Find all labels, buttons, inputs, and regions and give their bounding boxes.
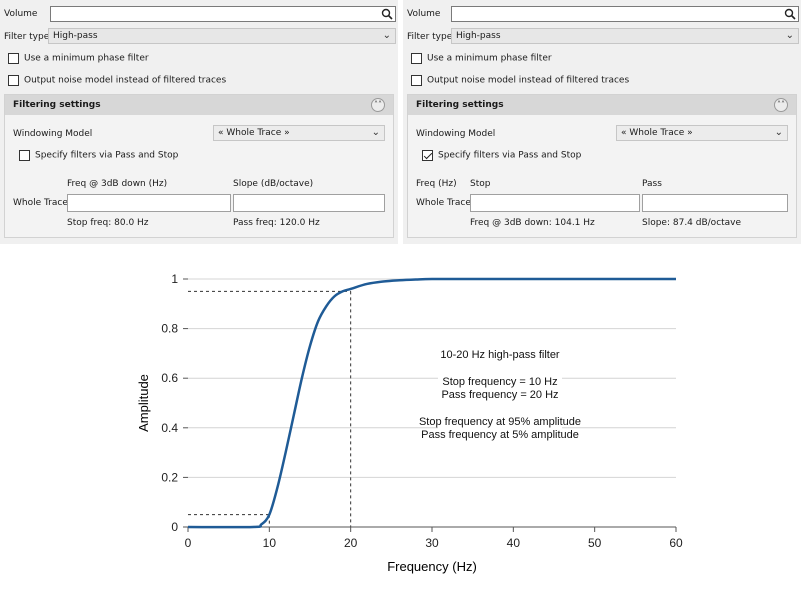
annotation-text: 10-20 Hz high-pass filter: [440, 349, 560, 361]
min-phase-label: Use a minimum phase filter: [24, 53, 149, 64]
x-tick-label: 30: [425, 536, 439, 550]
filtering-settings-group: Filtering settings ˄˄ Windowing Model « …: [4, 94, 394, 238]
pass-freq-readout: Pass freq: 120.0 Hz: [233, 218, 320, 228]
specify-pass-stop-label: Specify filters via Pass and Stop: [35, 150, 179, 161]
double-chevron-up-icon[interactable]: ˄˄: [774, 98, 788, 112]
noise-model-label: Output noise model instead of filtered t…: [24, 75, 227, 86]
stop-header: Stop: [470, 179, 491, 189]
volume-input[interactable]: [50, 6, 396, 22]
volume-label: Volume: [407, 9, 441, 19]
windowing-model-label: Windowing Model: [13, 129, 93, 139]
filtering-settings-header[interactable]: Filtering settings ˄˄: [5, 95, 393, 115]
min-phase-checkbox-row[interactable]: Use a minimum phase filter: [411, 53, 552, 67]
chevron-down-icon: ⌄: [371, 127, 380, 138]
slope-header: Slope (dB/octave): [233, 179, 314, 189]
windowing-model-select[interactable]: « Whole Trace » ⌄: [616, 125, 788, 141]
y-axis-label: Amplitude: [136, 374, 151, 432]
specify-pass-stop-checkbox[interactable]: [422, 150, 433, 161]
filter-panel-right: Volume Filter type High-pass ⌄ Use a min…: [403, 0, 801, 244]
min-phase-checkbox[interactable]: [411, 53, 422, 64]
search-icon[interactable]: [784, 8, 796, 20]
stop-freq-input[interactable]: [470, 194, 640, 212]
filtering-settings-title: Filtering settings: [416, 100, 504, 110]
high-pass-filter-chart: 0 0.2 0.4 0.6 0.8 1 0 10 20 30 40 50 60 Frequency (H…: [120, 258, 700, 588]
chart-svg: 00.20.40.60.810 10 20 30 40 50 60 Frequency (H…: [136, 272, 683, 574]
filter-type-label: Filter type: [4, 32, 50, 42]
x-tick-label: 20: [344, 536, 358, 550]
annotation-text: Pass frequency = 20 Hz: [441, 389, 558, 401]
noise-model-checkbox-row[interactable]: Output noise model instead of filtered t…: [8, 75, 226, 89]
chevron-down-icon: ⌄: [382, 30, 391, 41]
chevron-down-icon: ⌄: [774, 127, 783, 138]
annotation-text: Stop frequency at 95% amplitude: [419, 416, 581, 428]
volume-input[interactable]: [451, 6, 799, 22]
filter-type-select[interactable]: High-pass ⌄: [451, 28, 799, 44]
min-phase-checkbox[interactable]: [8, 53, 19, 64]
pass-header: Pass: [642, 179, 662, 189]
min-phase-checkbox-row[interactable]: Use a minimum phase filter: [8, 53, 149, 67]
freq-3db-header: Freq @ 3dB down (Hz): [67, 179, 168, 189]
y-tick-label: 0.8: [161, 322, 178, 336]
freq-3db-input[interactable]: [67, 194, 231, 212]
annotation-text: Pass frequency at 5% amplitude: [421, 429, 579, 441]
slope-input[interactable]: [233, 194, 385, 212]
volume-label: Volume: [4, 9, 38, 19]
specify-pass-stop-label: Specify filters via Pass and Stop: [438, 150, 582, 161]
windowing-model-value: « Whole Trace »: [218, 128, 290, 138]
annotation-box: [438, 342, 562, 442]
x-tick-label: 50: [588, 536, 602, 550]
amplitude-series-line: [187, 277, 676, 529]
annotation-text: Stop frequency = 10 Hz: [442, 376, 557, 388]
x-axis-label: Frequency (Hz): [387, 559, 477, 574]
filter-panel-left: Volume Filter type High-pass ⌄ Use a min…: [0, 0, 398, 244]
x-tick-label: 60: [669, 536, 683, 550]
pass-freq-input[interactable]: [642, 194, 788, 212]
filtering-settings-header[interactable]: Filtering settings ˄˄: [408, 95, 796, 115]
filter-type-value: High-pass: [456, 31, 501, 41]
double-chevron-up-icon[interactable]: ˄˄: [371, 98, 385, 112]
windowing-model-value: « Whole Trace »: [621, 128, 693, 138]
search-icon[interactable]: [381, 8, 393, 20]
x-tick-label: 40: [507, 536, 521, 550]
x-tick-label: 0: [185, 536, 192, 550]
y-tick-label: 0.2: [161, 470, 178, 484]
filter-type-value: High-pass: [53, 31, 98, 41]
freq-hz-header: Freq (Hz): [416, 179, 457, 189]
specify-pass-stop-row[interactable]: Specify filters via Pass and Stop: [19, 150, 178, 164]
chart-axes: 00.20.40.60.810 10 20 30 40 50 60: [161, 272, 683, 550]
chart-grid: [188, 278, 676, 478]
whole-trace-label: Whole Trace: [13, 198, 68, 208]
windowing-model-label: Windowing Model: [416, 129, 496, 139]
y-tick-label: 0.4: [161, 421, 178, 435]
filter-type-select[interactable]: High-pass ⌄: [48, 28, 396, 44]
reference-lines: [188, 290, 352, 527]
chevron-down-icon: ⌄: [785, 30, 794, 41]
noise-model-checkbox-row[interactable]: Output noise model instead of filtered t…: [411, 75, 629, 89]
specify-pass-stop-row[interactable]: Specify filters via Pass and Stop: [422, 150, 581, 164]
whole-trace-label: Whole Trace: [416, 198, 471, 208]
stop-freq-readout: Stop freq: 80.0 Hz: [67, 218, 149, 228]
noise-model-checkbox[interactable]: [411, 75, 422, 86]
noise-model-label: Output noise model instead of filtered t…: [427, 75, 630, 86]
noise-model-checkbox[interactable]: [8, 75, 19, 86]
specify-pass-stop-checkbox[interactable]: [19, 150, 30, 161]
y-tick-label: 0.6: [161, 371, 178, 385]
x-tick-label: 10: [263, 536, 277, 550]
filtering-settings-title: Filtering settings: [13, 100, 101, 110]
chart-annotations: 10-20 Hz high-pass filter Stop frequency …: [419, 342, 581, 442]
min-phase-label: Use a minimum phase filter: [427, 53, 552, 64]
y-tick-label: 1: [171, 272, 178, 286]
freq-3db-readout: Freq @ 3dB down: 104.1 Hz: [470, 218, 595, 228]
y-tick-label: 0: [171, 520, 178, 534]
slope-readout: Slope: 87.4 dB/octave: [642, 218, 742, 228]
windowing-model-select[interactable]: « Whole Trace » ⌄: [213, 125, 385, 141]
filter-type-label: Filter type: [407, 32, 453, 42]
filtering-settings-group: Filtering settings ˄˄ Windowing Model « …: [407, 94, 797, 238]
